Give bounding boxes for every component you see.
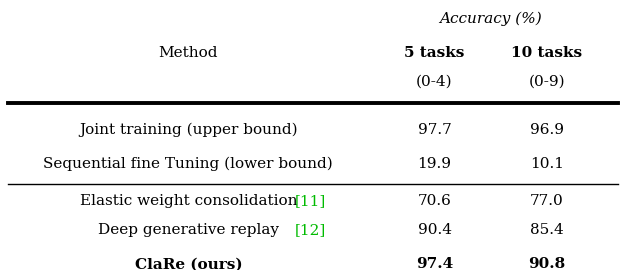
Text: Deep generative replay: Deep generative replay [98, 223, 279, 237]
Text: 70.6: 70.6 [418, 194, 451, 208]
Text: 10.1: 10.1 [530, 157, 563, 171]
Text: 90.8: 90.8 [528, 257, 565, 270]
Text: [11]: [11] [294, 194, 326, 208]
Text: Joint training (upper bound): Joint training (upper bound) [79, 123, 298, 137]
Text: 97.7: 97.7 [418, 123, 451, 137]
Text: 10 tasks: 10 tasks [511, 46, 582, 60]
Text: [12]: [12] [294, 223, 326, 237]
Text: ClaRe (ours): ClaRe (ours) [135, 257, 242, 270]
Text: Sequential fine Tuning (lower bound): Sequential fine Tuning (lower bound) [43, 157, 333, 171]
Text: 77.0: 77.0 [530, 194, 563, 208]
Text: 97.4: 97.4 [416, 257, 453, 270]
Text: (0-4): (0-4) [416, 75, 453, 89]
Text: Elastic weight consolidation: Elastic weight consolidation [80, 194, 297, 208]
Text: 90.4: 90.4 [418, 223, 451, 237]
Text: Accuracy (%): Accuracy (%) [439, 11, 542, 26]
Text: 5 tasks: 5 tasks [404, 46, 464, 60]
Text: 85.4: 85.4 [530, 223, 563, 237]
Text: 96.9: 96.9 [530, 123, 563, 137]
Text: Method: Method [158, 46, 218, 60]
Text: (0-9): (0-9) [528, 75, 565, 89]
Text: 19.9: 19.9 [418, 157, 451, 171]
